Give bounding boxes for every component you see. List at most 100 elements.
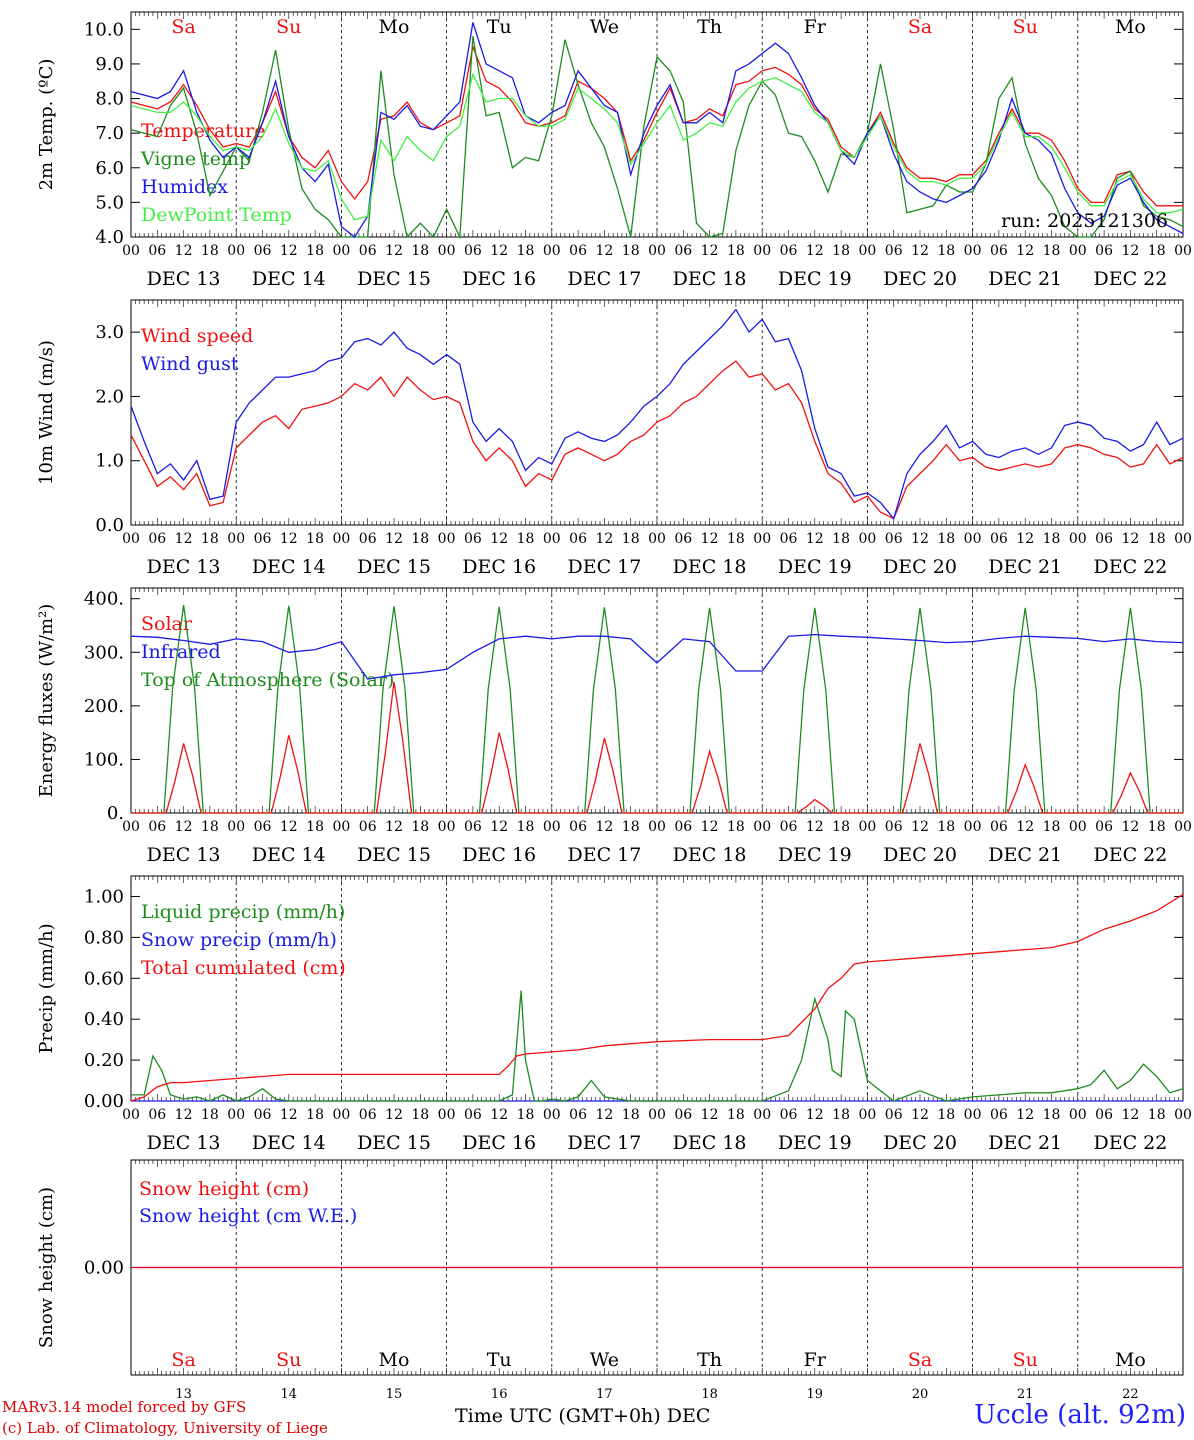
hour-tick-label: 12 [806, 1107, 824, 1123]
date-number-label: 20 [912, 1387, 929, 1400]
hour-tick-label: 12 [595, 531, 613, 547]
hour-tick-label: 00 [1069, 1107, 1087, 1123]
date-label: DEC 21 [988, 1132, 1062, 1154]
date-label: DEC 20 [883, 1132, 957, 1154]
hour-tick-label: 00 [964, 819, 982, 835]
hour-tick-label: 18 [937, 1107, 955, 1123]
hour-tick-label: 12 [806, 819, 824, 835]
y-tick-label: 300. [84, 642, 124, 663]
hour-tick-label: 06 [464, 1107, 482, 1123]
hour-tick-label: 00 [648, 531, 666, 547]
hour-tick-label: 18 [727, 243, 745, 259]
y-tick-label: 1.00 [84, 886, 124, 907]
day-label: Mo [1115, 1349, 1146, 1371]
series-line [551, 737, 657, 814]
hour-tick-label: 00 [543, 819, 561, 835]
y-tick-label: 0.20 [84, 1050, 124, 1071]
hour-tick-label: 00 [964, 1107, 982, 1123]
date-number-label: 17 [596, 1387, 613, 1400]
hour-tick-label: 18 [517, 819, 535, 835]
date-label: DEC 16 [462, 556, 536, 578]
series-line [762, 607, 868, 814]
hour-tick-label: 12 [1016, 819, 1034, 835]
date-label: DEC 19 [778, 556, 852, 578]
hour-tick-label: 06 [780, 531, 798, 547]
hour-tick-label: 06 [148, 243, 166, 259]
hour-tick-label: 12 [701, 243, 719, 259]
hour-tick-label: 18 [517, 1107, 535, 1123]
hour-tick-label: 06 [464, 531, 482, 547]
date-label: DEC 20 [883, 844, 957, 866]
y-tick-label: 9.0 [95, 54, 124, 75]
hour-tick-label: 18 [201, 819, 219, 835]
run-label: run: 2025121306 [1001, 210, 1168, 232]
legend-entry: Snow height (cm) [139, 1178, 309, 1200]
date-number-label: 16 [491, 1387, 508, 1400]
legend-entry: Snow precip (mm/h) [141, 929, 337, 951]
y-axis-label: Precip (mm/h) [36, 923, 57, 1053]
hour-tick-label: 06 [674, 819, 692, 835]
date-label: DEC 20 [883, 556, 957, 578]
day-label: We [590, 16, 619, 38]
hour-tick-label: 00 [227, 243, 245, 259]
series-line [236, 605, 342, 814]
hour-tick-label: 18 [1043, 1107, 1061, 1123]
y-tick-label: 4.0 [95, 227, 124, 248]
hour-tick-label: 12 [911, 243, 929, 259]
series-line [130, 72, 1184, 221]
date-label: DEC 19 [778, 268, 852, 290]
y-tick-label: 2.0 [95, 386, 124, 407]
hour-tick-label: 00 [543, 243, 561, 259]
hour-tick-label: 06 [885, 819, 903, 835]
date-label: DEC 13 [147, 1132, 221, 1154]
legend-entry: Wind speed [141, 325, 253, 347]
y-tick-label: 200. [84, 696, 124, 717]
hour-tick-label: 00 [122, 243, 140, 259]
hour-tick-label: 06 [674, 243, 692, 259]
hour-tick-label: 18 [832, 531, 850, 547]
series-line [867, 743, 973, 814]
y-tick-label: 0.40 [84, 1009, 124, 1030]
hour-tick-label: 06 [359, 243, 377, 259]
hour-tick-label: 12 [490, 819, 508, 835]
date-label: DEC 22 [1093, 1132, 1167, 1154]
date-label: DEC 14 [252, 268, 326, 290]
hour-tick-label: 12 [1121, 531, 1139, 547]
series-line [762, 798, 868, 814]
hour-tick-label: 18 [937, 819, 955, 835]
hour-tick-label: 18 [411, 1107, 429, 1123]
hour-tick-label: 00 [1174, 531, 1192, 547]
legend-entry: DewPoint Temp [141, 204, 292, 226]
hour-tick-label: 06 [254, 531, 272, 547]
hour-tick-label: 00 [648, 1107, 666, 1123]
hour-tick-label: 06 [990, 819, 1008, 835]
date-label: DEC 17 [567, 1132, 641, 1154]
series-line [131, 990, 1184, 1102]
date-label: DEC 15 [357, 1132, 431, 1154]
y-axis-label: Snow height (cm) [36, 1187, 57, 1348]
hour-tick-label: 00 [753, 531, 771, 547]
hour-tick-label: 00 [858, 243, 876, 259]
hour-tick-label: 18 [1148, 531, 1166, 547]
hour-tick-label: 18 [832, 243, 850, 259]
day-label: Fr [804, 1349, 827, 1371]
date-label: DEC 18 [673, 556, 747, 578]
hour-tick-label: 06 [990, 1107, 1008, 1123]
hour-tick-label: 18 [1043, 819, 1061, 835]
hour-tick-label: 12 [385, 819, 403, 835]
y-tick-label: 0.0 [95, 515, 124, 536]
hour-tick-label: 06 [359, 819, 377, 835]
series-line [1077, 771, 1183, 814]
hour-tick-label: 18 [622, 243, 640, 259]
legend-entry: Total cumulated (cm) [141, 957, 346, 979]
hour-tick-label: 00 [753, 1107, 771, 1123]
hour-tick-label: 18 [411, 819, 429, 835]
date-label: DEC 18 [673, 844, 747, 866]
hour-tick-label: 00 [1174, 1107, 1192, 1123]
day-label: Tu [487, 1349, 512, 1371]
hour-tick-label: 00 [332, 1107, 350, 1123]
hour-tick-label: 00 [858, 819, 876, 835]
date-number-label: 14 [281, 1387, 298, 1400]
hour-tick-label: 00 [122, 819, 140, 835]
hour-tick-label: 06 [780, 1107, 798, 1123]
